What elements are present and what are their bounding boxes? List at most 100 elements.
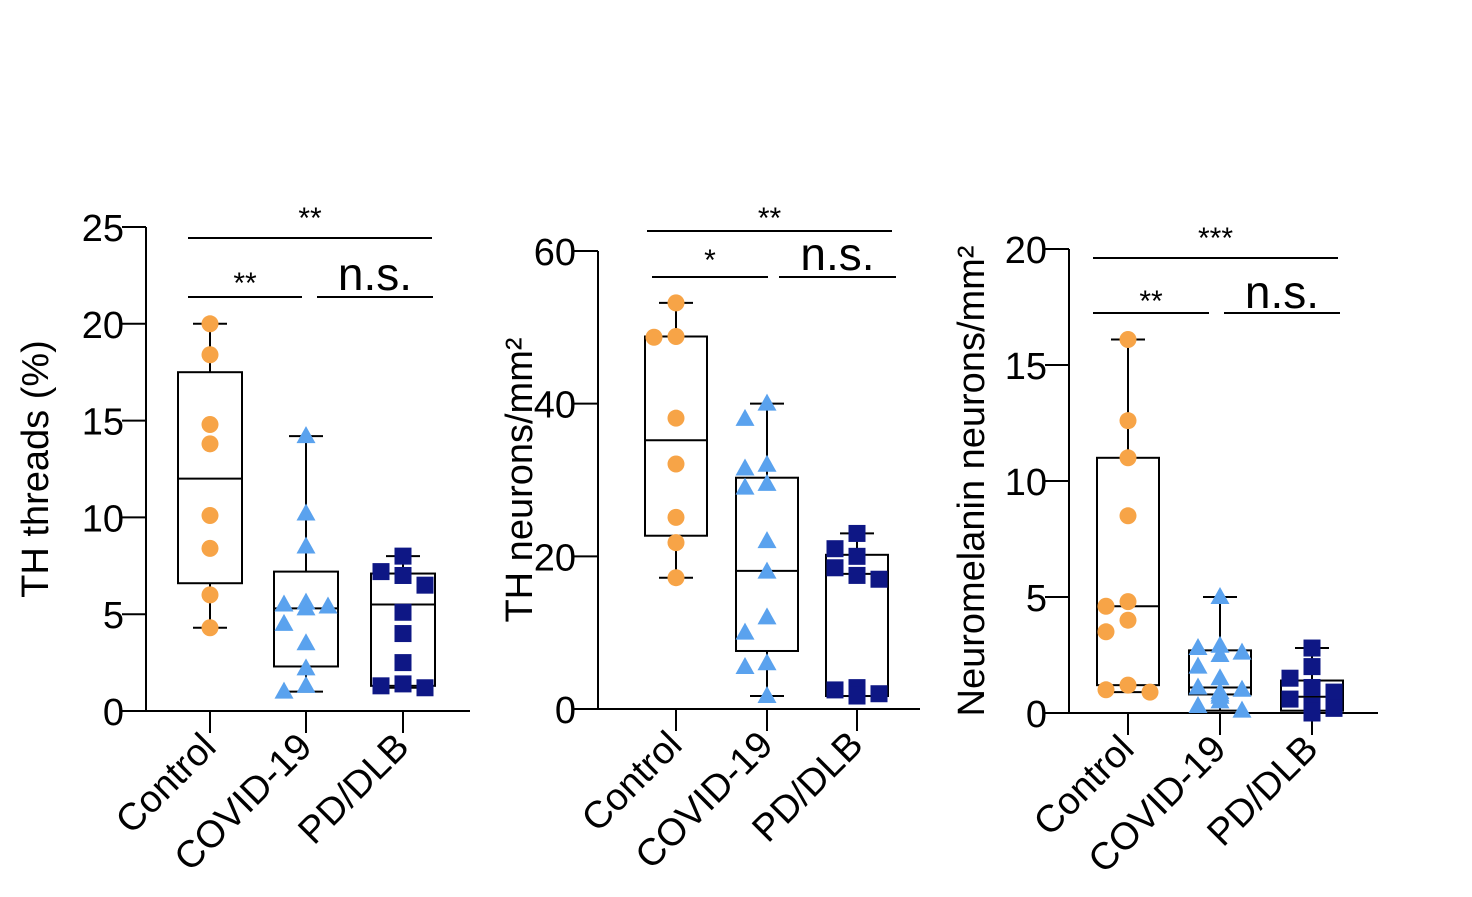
- data-point: [1210, 587, 1230, 604]
- data-point: [1119, 611, 1137, 629]
- data-point: [735, 408, 755, 426]
- data-point: [274, 681, 294, 699]
- y-tick-label: 10: [82, 498, 124, 540]
- data-point: [1281, 690, 1299, 708]
- data-point: [296, 598, 316, 616]
- y-tick-label: 20: [534, 537, 576, 579]
- y-tick-label: 5: [1026, 578, 1047, 620]
- series-control: Control: [574, 294, 708, 840]
- data-point: [848, 547, 866, 565]
- data-point: [848, 566, 866, 584]
- significance-label: **: [233, 267, 257, 300]
- data-point: [1097, 597, 1115, 615]
- data-point: [296, 658, 316, 676]
- data-point: [201, 619, 219, 637]
- y-axis-label: Neuromelanin neurons/mm²: [951, 246, 993, 717]
- y-tick-label: 10: [1005, 462, 1047, 504]
- box: [644, 335, 708, 537]
- data-point: [274, 594, 294, 612]
- data-point: [201, 586, 219, 604]
- data-point: [201, 415, 219, 433]
- data-point: [1188, 696, 1208, 714]
- data-point: [1188, 677, 1208, 695]
- data-point: [1325, 683, 1343, 701]
- data-point: [645, 328, 663, 346]
- data-point: [667, 569, 685, 587]
- data-point: [848, 524, 866, 542]
- significance-label: *: [704, 244, 716, 277]
- data-point: [1097, 681, 1115, 699]
- data-point: [1119, 676, 1137, 694]
- y-tick-label: 20: [1005, 230, 1047, 272]
- data-point: [870, 570, 888, 588]
- data-point: [735, 622, 755, 640]
- data-point: [1210, 635, 1230, 653]
- data-point: [757, 686, 777, 704]
- data-point: [1325, 699, 1343, 717]
- data-point: [1232, 700, 1252, 718]
- data-point: [416, 679, 434, 697]
- significance-label: n.s.: [338, 248, 412, 300]
- y-tick-label: 60: [534, 232, 576, 274]
- y-tick-label: 15: [1005, 346, 1047, 388]
- data-point: [757, 393, 777, 411]
- data-point: [757, 561, 777, 579]
- y-tick-label: 5: [103, 595, 124, 637]
- data-point: [201, 315, 219, 333]
- data-point: [1119, 449, 1137, 467]
- data-point: [1119, 593, 1137, 611]
- y-tick-label: 0: [103, 692, 124, 734]
- data-point: [394, 547, 412, 565]
- data-point: [1097, 623, 1115, 641]
- data-point: [848, 687, 866, 705]
- data-point: [274, 613, 294, 631]
- data-point: [394, 566, 412, 584]
- significance-label: n.s.: [800, 228, 874, 280]
- data-point: [757, 454, 777, 472]
- data-point: [372, 677, 390, 695]
- data-point: [1303, 704, 1321, 722]
- significance-label: n.s.: [1245, 266, 1319, 318]
- y-axis-label: TH threads (%): [15, 340, 57, 598]
- data-point: [1303, 658, 1321, 676]
- y-axis-label: TH neurons/mm²: [499, 337, 541, 622]
- data-point: [1210, 645, 1230, 662]
- data-point: [1119, 330, 1137, 348]
- data-point: [757, 473, 777, 491]
- data-point: [318, 596, 338, 614]
- y-tick-label: 40: [534, 385, 576, 427]
- data-point: [1303, 678, 1321, 696]
- data-point: [870, 685, 888, 703]
- data-point: [667, 455, 685, 473]
- data-point: [667, 534, 685, 552]
- box: [1096, 456, 1160, 687]
- data-point: [201, 506, 219, 524]
- significance-label: **: [298, 202, 322, 235]
- data-point: [201, 346, 219, 364]
- data-point: [757, 531, 777, 549]
- significance-label: **: [1139, 285, 1163, 318]
- series-control: Control: [108, 315, 243, 842]
- data-point: [394, 603, 412, 621]
- y-tick-label: 15: [82, 402, 124, 444]
- data-point: [757, 653, 777, 671]
- data-point: [296, 633, 316, 651]
- y-tick-label: 0: [1026, 694, 1047, 736]
- data-point: [735, 657, 755, 675]
- data-point: [1210, 691, 1230, 709]
- data-point: [735, 477, 755, 495]
- data-point: [757, 607, 777, 625]
- data-point: [826, 559, 844, 577]
- data-point: [1232, 642, 1252, 660]
- data-point: [296, 503, 316, 521]
- data-point: [735, 458, 755, 476]
- data-point: [296, 675, 316, 693]
- y-tick-label: 0: [555, 690, 576, 732]
- data-point: [667, 508, 685, 526]
- data-point: [1141, 683, 1159, 701]
- data-point: [201, 539, 219, 557]
- data-point: [394, 625, 412, 643]
